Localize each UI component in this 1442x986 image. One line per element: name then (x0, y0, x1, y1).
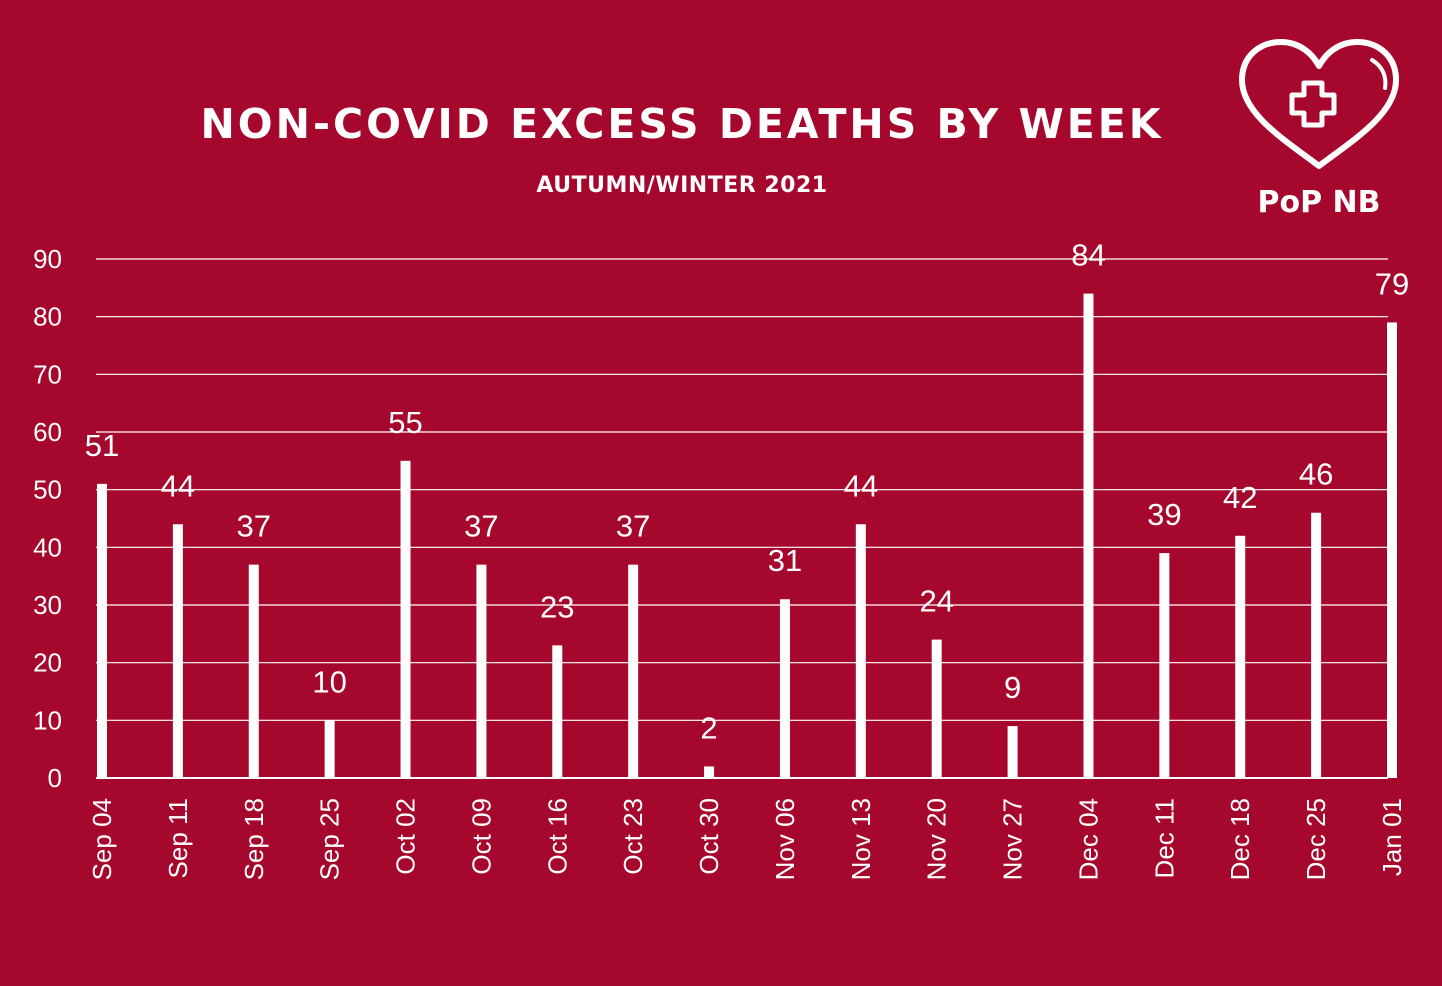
category-label: Dec 04 (1073, 798, 1103, 880)
category-label: Nov 06 (770, 798, 800, 880)
data-label: 55 (388, 405, 422, 440)
y-tick-label: 50 (33, 475, 62, 505)
bar (248, 564, 259, 778)
data-label: 42 (1223, 480, 1257, 515)
data-label: 24 (919, 584, 953, 619)
data-label: 37 (464, 509, 498, 544)
y-tick-label: 10 (33, 705, 62, 735)
data-label: 23 (540, 589, 574, 624)
data-labels: 51 44 37 10 55 37 23 37 2 31 44 24 9 84 39 42 46 79 (85, 238, 1409, 746)
category-label: Oct 02 (391, 798, 421, 875)
data-label: 44 (161, 468, 195, 503)
bar (1235, 535, 1246, 778)
chart-title: NON-COVID EXCESS DEATHS BY WEEK (200, 100, 1164, 148)
data-label: 44 (844, 468, 878, 503)
logo: PoP NB (1239, 39, 1399, 220)
data-label: 2 (700, 710, 717, 745)
category-label: Dec 11 (1149, 798, 1179, 878)
category-label: Dec 18 (1225, 798, 1255, 880)
category-label: Nov 13 (846, 798, 876, 880)
category-label: Oct 09 (466, 798, 496, 875)
category-label: Nov 20 (922, 798, 952, 880)
category-label: Oct 23 (618, 798, 648, 875)
bar (172, 524, 183, 778)
y-tick-label: 80 (33, 302, 62, 332)
data-label: 84 (1071, 238, 1105, 273)
data-label: 9 (1004, 670, 1021, 705)
bars (97, 293, 1397, 778)
category-label: Sep 25 (315, 798, 345, 880)
heart-cross-icon (1239, 39, 1399, 169)
category-label: Oct 30 (694, 798, 724, 875)
logo-text: PoP NB (1257, 185, 1380, 220)
bar (1083, 293, 1094, 778)
bar (779, 599, 790, 778)
bar (476, 564, 487, 778)
bar (1159, 553, 1170, 778)
bar (704, 766, 715, 778)
gridlines (96, 258, 1388, 779)
y-tick-label: 30 (33, 590, 62, 620)
category-label: Jan 01 (1377, 798, 1407, 876)
data-label: 79 (1375, 266, 1409, 301)
data-label: 37 (237, 509, 271, 544)
bar (1007, 726, 1018, 778)
data-label: 10 (312, 664, 346, 699)
bar (628, 564, 639, 778)
y-axis-ticks: 0 10 20 30 40 50 60 70 80 90 (33, 244, 62, 793)
data-label: 31 (768, 543, 802, 578)
bar (931, 639, 942, 778)
y-tick-label: 60 (33, 417, 62, 447)
bar (1311, 512, 1322, 778)
y-tick-label: 90 (33, 244, 62, 274)
bar (1387, 322, 1397, 778)
data-label: 51 (85, 428, 119, 463)
category-label: Sep 04 (87, 798, 117, 880)
bar (324, 720, 335, 778)
y-tick-label: 70 (33, 359, 62, 389)
bar (400, 460, 411, 778)
category-label: Sep 18 (239, 798, 269, 880)
data-label: 39 (1147, 497, 1181, 532)
data-label: 37 (616, 509, 650, 544)
bar (855, 524, 866, 778)
category-label: Sep 11 (163, 798, 193, 878)
bar (552, 645, 563, 778)
x-axis-categories: Sep 04 Sep 11 Sep 18 Sep 25 Oct 02 Oct 09 Oct … (87, 798, 1407, 880)
bar (97, 483, 107, 778)
y-tick-label: 20 (33, 648, 62, 678)
category-label: Nov 27 (998, 798, 1028, 880)
category-label: Dec 25 (1301, 798, 1331, 880)
y-tick-label: 0 (48, 763, 62, 793)
data-label: 46 (1299, 457, 1333, 492)
chart-subtitle: AUTUMN/WINTER 2021 (536, 173, 828, 198)
y-tick-label: 40 (33, 532, 62, 562)
category-label: Oct 16 (542, 798, 572, 875)
